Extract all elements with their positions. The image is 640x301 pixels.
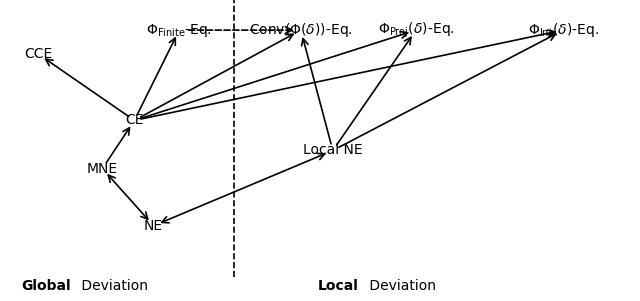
Text: MNE: MNE <box>87 162 118 175</box>
Text: $\Phi_{\mathsf{Finite}}$-Eq.: $\Phi_{\mathsf{Finite}}$-Eq. <box>147 22 212 39</box>
Text: Local NE: Local NE <box>303 144 363 157</box>
Text: CE: CE <box>125 113 143 127</box>
Text: Local: Local <box>317 279 358 293</box>
Text: $\mathrm{Conv}(\Phi(\delta))$-Eq.: $\mathrm{Conv}(\Phi(\delta))$-Eq. <box>249 21 353 39</box>
Text: CCE: CCE <box>24 47 52 61</box>
Text: $\Phi_{\mathsf{Int}}(\delta)$-Eq.: $\Phi_{\mathsf{Int}}(\delta)$-Eq. <box>527 21 599 39</box>
Text: NE: NE <box>144 219 163 233</box>
Text: Global: Global <box>20 279 70 293</box>
Text: Deviation: Deviation <box>365 279 436 293</box>
Text: $\Phi_{\mathsf{Proj}}(\delta)$-Eq.: $\Phi_{\mathsf{Proj}}(\delta)$-Eq. <box>378 20 454 40</box>
Text: Deviation: Deviation <box>77 279 148 293</box>
